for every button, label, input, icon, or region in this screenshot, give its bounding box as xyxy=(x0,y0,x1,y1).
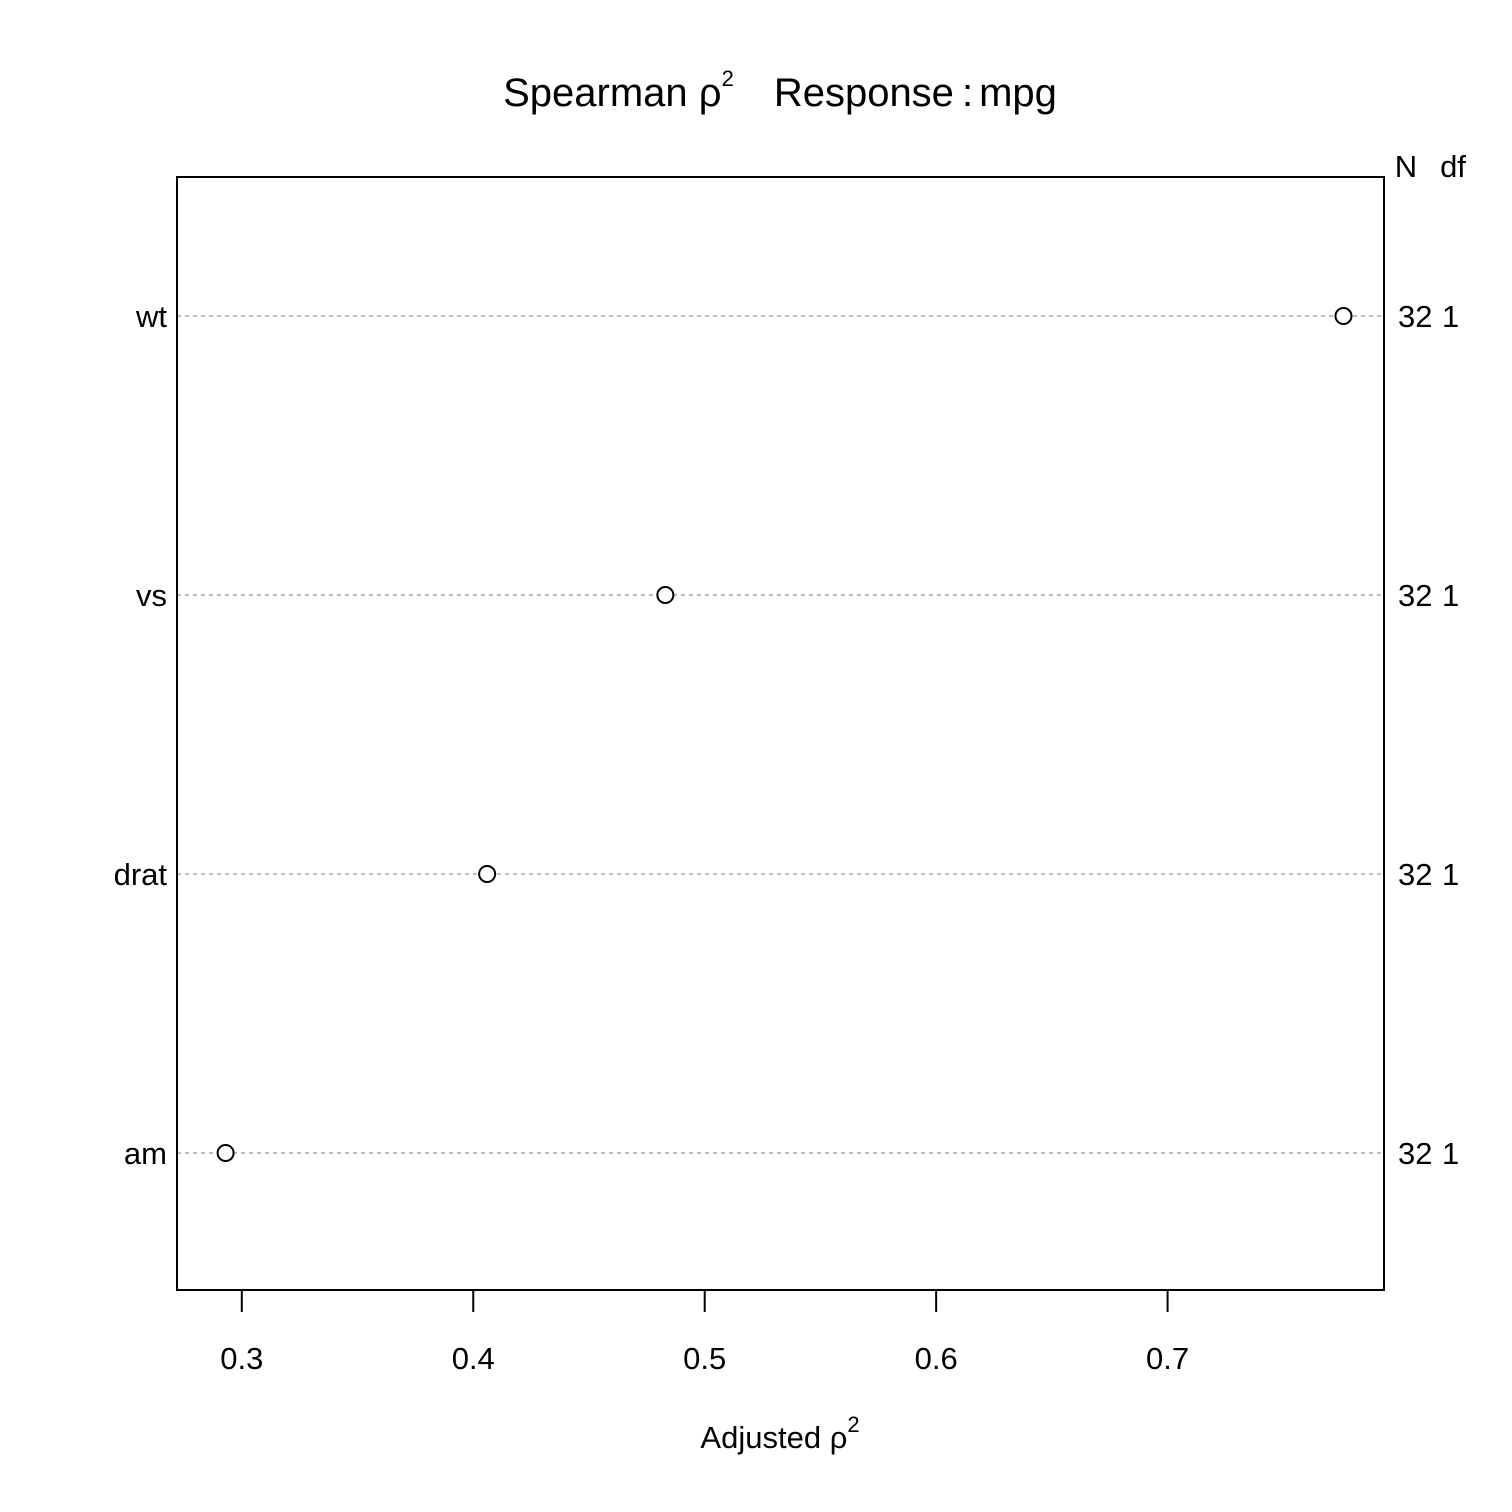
title-prefix: Spearman xyxy=(503,71,699,115)
title-separator: : xyxy=(962,71,973,115)
x-tick-label-0.3: 0.3 xyxy=(220,1341,263,1376)
y-tick-label-drat: drat xyxy=(114,857,168,892)
n-value-drat: 32 xyxy=(1398,857,1432,892)
data-points xyxy=(216,307,1353,1162)
data-point-drat xyxy=(478,865,497,883)
data-point-wt xyxy=(1334,307,1353,325)
x-label-rho-symbol: ρ xyxy=(830,1420,848,1455)
df-value-wt: 1 xyxy=(1442,299,1459,334)
n-value-vs: 32 xyxy=(1398,578,1432,613)
title-response-value: mpg xyxy=(979,71,1057,115)
right-header-n: N xyxy=(1395,149,1417,184)
y-tick-label-wt: wt xyxy=(135,299,167,334)
df-value-am: 1 xyxy=(1442,1136,1459,1171)
x-tick-label-0.7: 0.7 xyxy=(1146,1341,1189,1376)
right-column-labels: 32 1 32 1 32 1 32 1 xyxy=(1398,299,1459,1171)
plot-frame xyxy=(176,176,1385,1291)
y-tick-label-am: am xyxy=(124,1136,167,1171)
data-point-vs xyxy=(656,586,675,604)
grid-lines xyxy=(177,315,1384,1154)
x-tick-label-0.6: 0.6 xyxy=(915,1341,958,1376)
n-value-wt: 32 xyxy=(1398,299,1432,334)
y-tick-labels: wt vs drat am xyxy=(114,299,168,1171)
df-value-drat: 1 xyxy=(1442,857,1459,892)
right-header-df: df xyxy=(1440,149,1466,184)
y-tick-label-vs: vs xyxy=(136,578,167,613)
df-value-vs: 1 xyxy=(1442,578,1459,613)
x-label-prefix: Adjusted xyxy=(700,1420,829,1455)
chart-title: Spearman ρ2 Response: mpg xyxy=(503,66,1057,115)
x-axis-label: Adjusted ρ2 xyxy=(700,1412,859,1455)
n-value-am: 32 xyxy=(1398,1136,1432,1171)
x-tick-label-0.4: 0.4 xyxy=(452,1341,495,1376)
x-axis: 0.3 0.4 0.5 0.6 0.7 xyxy=(220,1290,1189,1376)
title-rho-symbol: ρ xyxy=(699,71,722,115)
title-superscript: 2 xyxy=(722,66,734,91)
title-response-label: Response xyxy=(774,71,954,115)
data-point-am xyxy=(216,1144,235,1162)
x-tick-label-0.5: 0.5 xyxy=(683,1341,726,1376)
x-label-superscript: 2 xyxy=(847,1412,859,1437)
